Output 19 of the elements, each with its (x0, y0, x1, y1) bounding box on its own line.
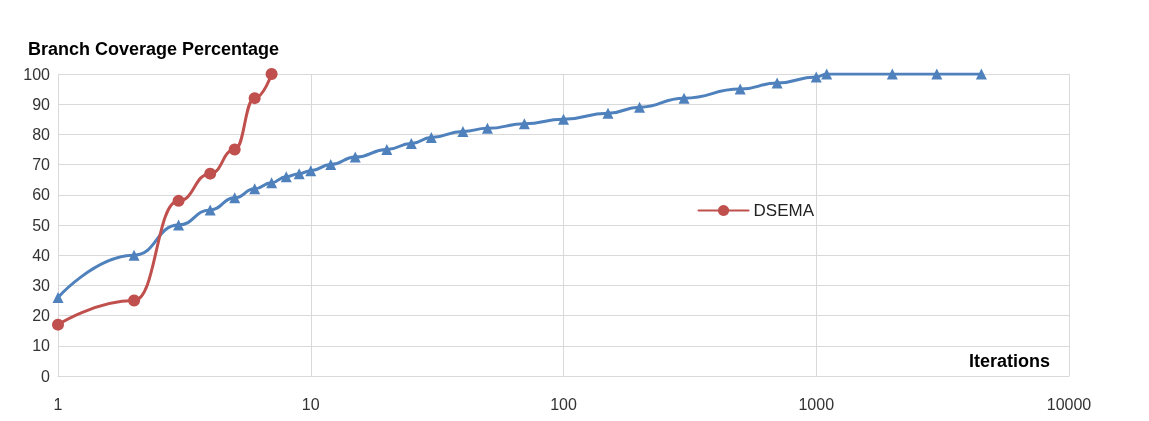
y-tick-label: 90 (32, 95, 51, 113)
x-tick-label: 10 (301, 395, 320, 413)
y-tick-label: 0 (41, 367, 51, 385)
y-tick-label: 10 (32, 337, 51, 355)
y-tick-label: 100 (23, 65, 51, 83)
legend-label: DSEMA (753, 201, 815, 220)
x-tick-label: 1 (53, 395, 63, 413)
y-tick-label: 70 (32, 156, 51, 174)
y-tick-label: 40 (32, 246, 51, 264)
x-tick-label: 100 (550, 395, 577, 413)
y-tick-label: 30 (32, 276, 51, 294)
y-axis-title: Branch Coverage Percentage (28, 38, 280, 59)
y-tick-label: 50 (32, 216, 51, 234)
x-axis-title: Iterations (969, 351, 1051, 371)
x-tick-label: 1000 (798, 395, 835, 413)
y-tick-label: 80 (32, 125, 51, 143)
x-tick-label: 10000 (1046, 395, 1092, 413)
y-tick-label: 20 (32, 307, 51, 325)
y-tick-label: 60 (32, 186, 51, 204)
